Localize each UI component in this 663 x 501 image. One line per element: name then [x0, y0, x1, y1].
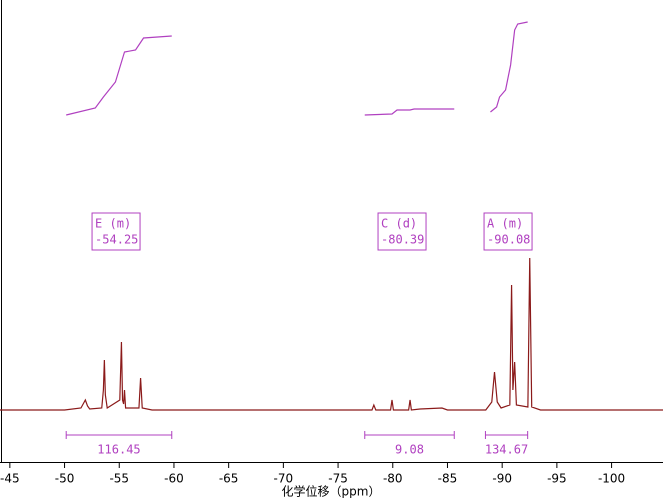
- integral-bracket: [65, 431, 173, 439]
- x-tick-label: -60: [164, 472, 184, 486]
- peak-shift: -90.08: [487, 233, 530, 247]
- spectrum: [0, 257, 663, 411]
- integral-curve: [364, 108, 455, 116]
- peak-shift: -80.39: [381, 233, 424, 247]
- x-axis-label: 化学位移（ppm）: [282, 484, 381, 499]
- peak-label: A (m): [487, 217, 523, 231]
- x-tick-label: -100: [598, 472, 625, 486]
- peak-label: E (m): [95, 217, 131, 231]
- peak-label-box: [91, 212, 141, 251]
- x-tick-label: -50: [55, 472, 75, 486]
- peak-label-box: [483, 212, 533, 251]
- x-tick-label: -55: [109, 472, 129, 486]
- integral-value: 9.08: [395, 443, 424, 457]
- integral-bracket: [364, 431, 455, 439]
- x-tick-label: -75: [328, 472, 348, 486]
- integral-curve: [66, 35, 172, 116]
- x-tick-label: -70: [274, 472, 294, 486]
- x-tick-label: -90: [492, 472, 512, 486]
- x-tick-label: -85: [438, 472, 458, 486]
- integral-value: 116.45: [97, 443, 140, 457]
- integral-value: 134.67: [485, 443, 528, 457]
- peak-shift: -54.25: [95, 233, 138, 247]
- x-tick-label: -80: [383, 472, 403, 486]
- x-tick-label: -45: [0, 472, 20, 486]
- peak-label: C (d): [381, 217, 417, 231]
- x-tick-label: -65: [219, 472, 239, 486]
- x-tick-label: -95: [547, 472, 567, 486]
- peak-label-box: [377, 212, 427, 251]
- integral-bracket: [484, 431, 529, 439]
- integral-curve: [490, 21, 528, 113]
